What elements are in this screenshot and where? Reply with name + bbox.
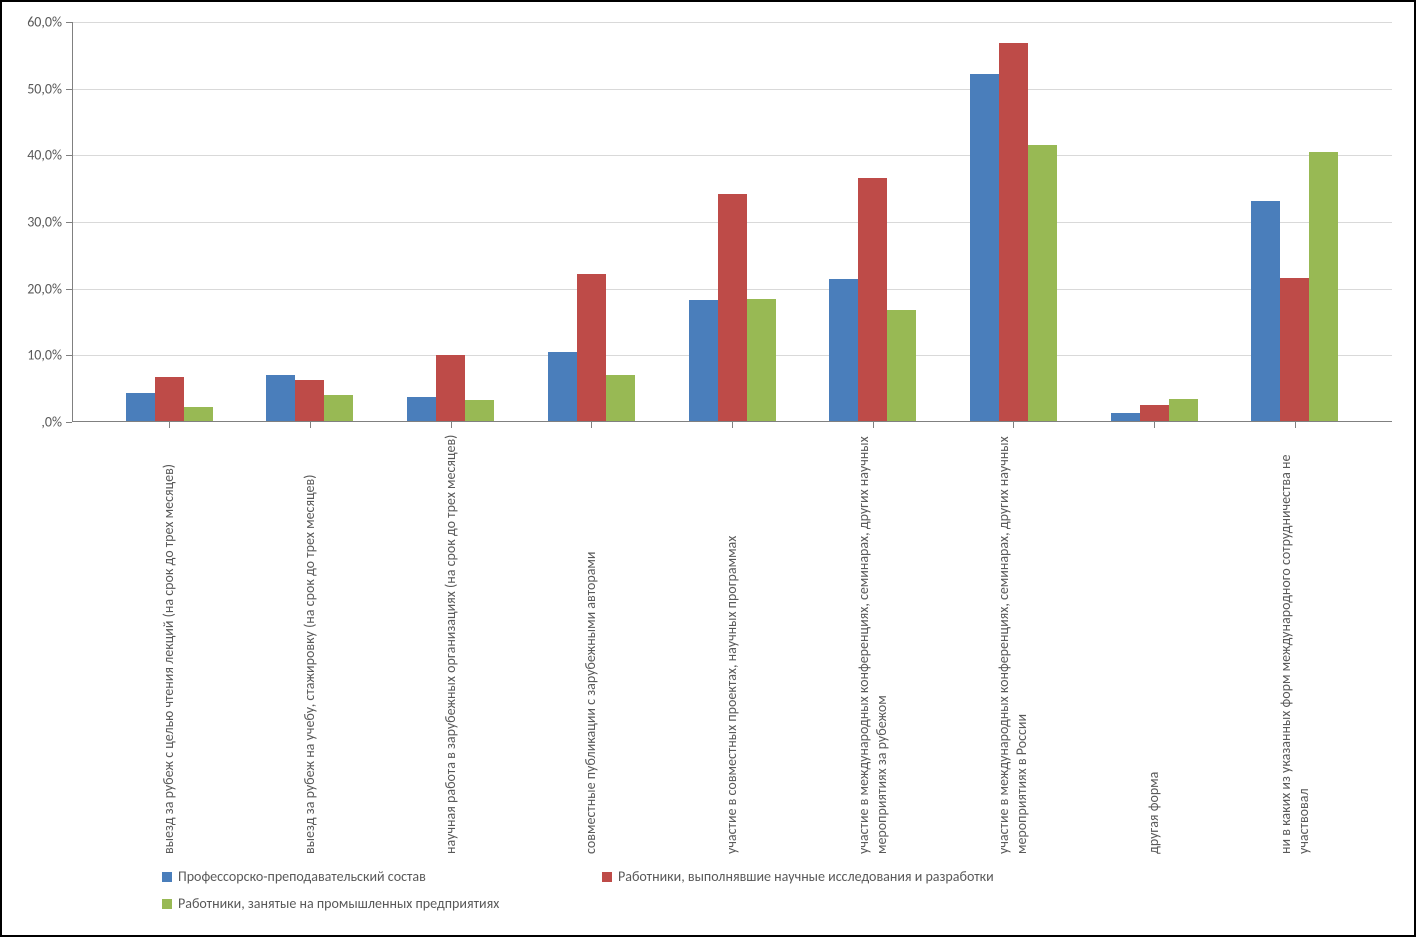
xtick-label: участие в совместных проектах, научных п… bbox=[704, 434, 760, 854]
bar bbox=[577, 274, 606, 422]
bar bbox=[184, 407, 213, 422]
bar-group bbox=[1111, 399, 1198, 422]
legend-label: Работники, выполнявшие научные исследова… bbox=[618, 868, 994, 885]
ytick-mark bbox=[66, 289, 72, 290]
bar-group bbox=[266, 375, 353, 422]
xtick-label: участие в международных конференциях, се… bbox=[845, 434, 901, 854]
ytick-label: 50,0% bbox=[7, 80, 62, 97]
bar-group bbox=[829, 178, 916, 422]
y-axis bbox=[72, 22, 73, 422]
bar bbox=[436, 355, 465, 422]
bar bbox=[266, 375, 295, 422]
xtick-label: ни в каких из указанных форм международн… bbox=[1267, 434, 1323, 854]
bars-area bbox=[72, 22, 1392, 422]
bar bbox=[1028, 145, 1057, 422]
bar bbox=[970, 74, 999, 422]
legend-label: Профессорско-преподавательский состав bbox=[178, 868, 426, 885]
xtick-label: выезд за рубеж с целью чтения лекций (на… bbox=[141, 434, 197, 854]
legend-swatch bbox=[162, 872, 172, 882]
ytick-mark bbox=[66, 155, 72, 156]
bar bbox=[548, 352, 577, 422]
bar bbox=[1140, 405, 1169, 422]
bar bbox=[1309, 152, 1338, 422]
ytick-label: ,0% bbox=[7, 414, 62, 431]
bar bbox=[718, 194, 747, 422]
xtick-mark bbox=[169, 422, 170, 428]
bar bbox=[689, 300, 718, 422]
xtick-mark bbox=[732, 422, 733, 428]
ytick-label: 20,0% bbox=[7, 280, 62, 297]
ytick-mark bbox=[66, 22, 72, 23]
legend-label: Работники, занятые на промышленных предп… bbox=[178, 895, 499, 912]
plot-area bbox=[72, 22, 1392, 422]
bar bbox=[126, 393, 155, 422]
ytick-mark bbox=[66, 422, 72, 423]
chart-container: ,0% 10,0% 20,0% 30,0% 40,0% 50,0% 60,0% выезд … bbox=[0, 0, 1416, 937]
xtick-mark bbox=[873, 422, 874, 428]
xtick-mark bbox=[1013, 422, 1014, 428]
bar bbox=[999, 43, 1028, 422]
ytick-label: 30,0% bbox=[7, 214, 62, 231]
xtick-label: совместные публикации с зарубежными авто… bbox=[563, 434, 619, 854]
bar-group bbox=[548, 274, 635, 422]
bar-group bbox=[689, 194, 776, 422]
bar bbox=[324, 395, 353, 422]
bar bbox=[1251, 201, 1280, 422]
bar-group bbox=[126, 377, 213, 422]
ytick-mark bbox=[66, 222, 72, 223]
ytick-mark bbox=[66, 89, 72, 90]
legend-item: Работники, занятые на промышленных предп… bbox=[162, 895, 499, 912]
bar bbox=[1169, 399, 1198, 422]
ytick-mark bbox=[66, 355, 72, 356]
bar bbox=[887, 310, 916, 422]
xtick-mark bbox=[310, 422, 311, 428]
legend-swatch bbox=[162, 899, 172, 909]
legend-swatch bbox=[602, 872, 612, 882]
ytick-label: 40,0% bbox=[7, 147, 62, 164]
bar bbox=[747, 299, 776, 422]
bar bbox=[858, 178, 887, 422]
bar-group bbox=[407, 355, 494, 422]
xtick-label: научная работа в зарубежных организациях… bbox=[423, 434, 479, 854]
bar-group bbox=[970, 43, 1057, 422]
bar bbox=[829, 279, 858, 422]
bar bbox=[155, 377, 184, 422]
xtick-mark bbox=[1154, 422, 1155, 428]
xtick-label: другая форма bbox=[1126, 434, 1182, 854]
bar bbox=[295, 380, 324, 422]
bar bbox=[1280, 278, 1309, 422]
xtick-label: выезд за рубеж на учебу, стажировку (на … bbox=[282, 434, 338, 854]
xtick-mark bbox=[451, 422, 452, 428]
ytick-label: 10,0% bbox=[7, 347, 62, 364]
bar bbox=[465, 400, 494, 422]
bar bbox=[407, 397, 436, 422]
bar bbox=[606, 375, 635, 422]
xtick-mark bbox=[591, 422, 592, 428]
xtick-label: участие в международных конференциях, се… bbox=[985, 434, 1041, 854]
legend-item: Профессорско-преподавательский состав bbox=[162, 868, 562, 885]
bar-group bbox=[1251, 152, 1338, 422]
legend-item: Работники, выполнявшие научные исследова… bbox=[602, 868, 1122, 885]
xtick-mark bbox=[1295, 422, 1296, 428]
ytick-label: 60,0% bbox=[7, 14, 62, 31]
legend: Профессорско-преподавательский состав Раб… bbox=[162, 868, 1362, 912]
